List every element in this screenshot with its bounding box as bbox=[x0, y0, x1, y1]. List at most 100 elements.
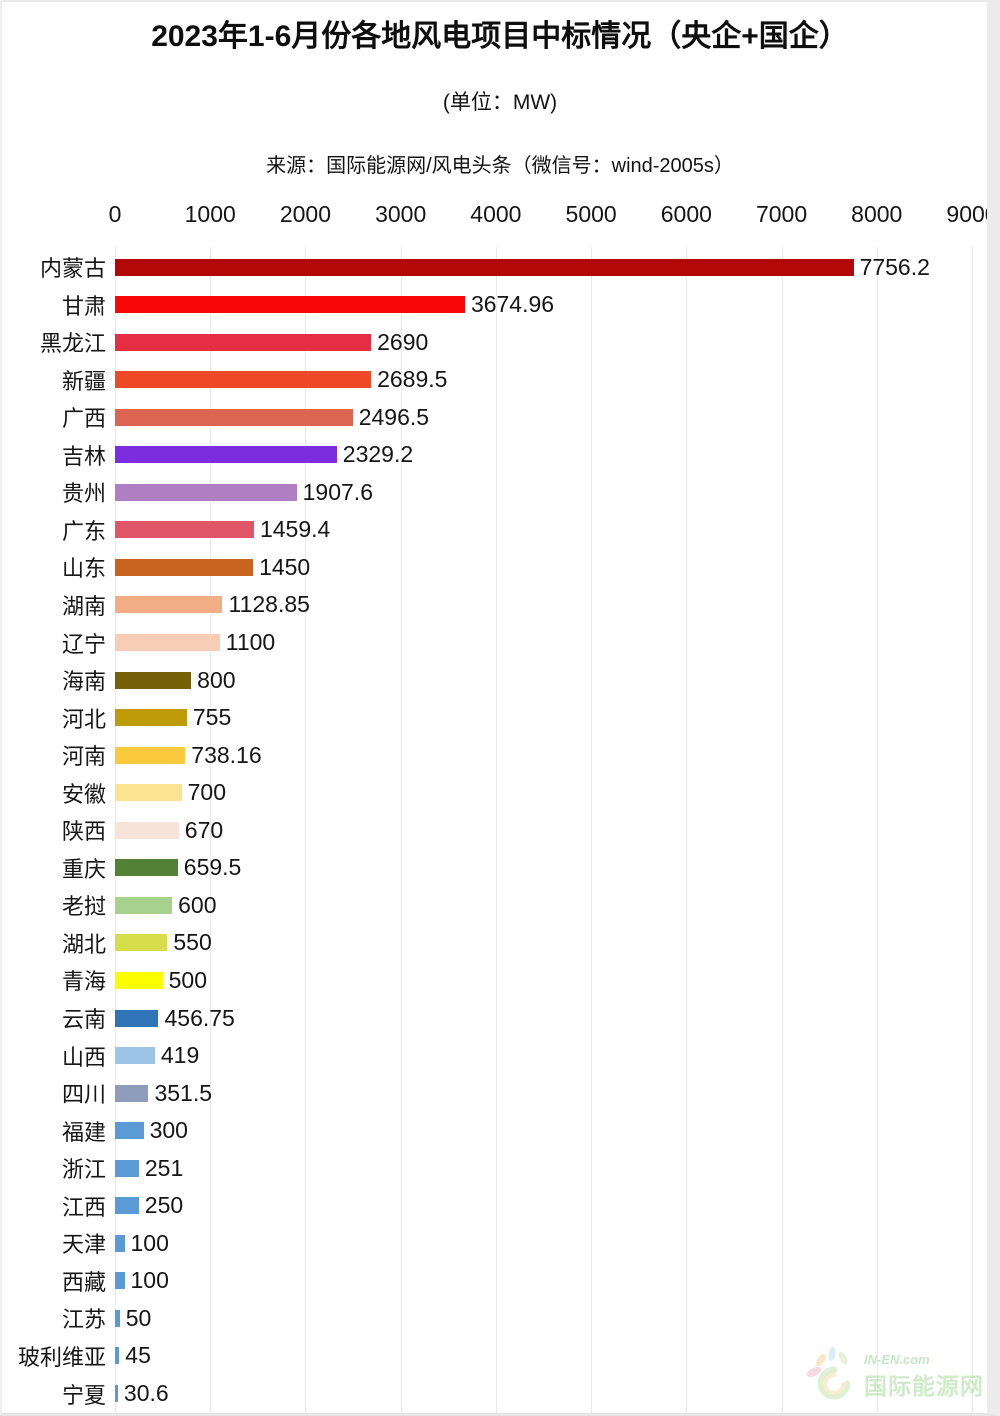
value-label: 659.5 bbox=[183, 854, 242, 881]
bar-track: 456.75 bbox=[115, 999, 972, 1037]
value-label: 2496.5 bbox=[358, 403, 430, 430]
value-label: 300 bbox=[149, 1117, 188, 1144]
bar-track: 800 bbox=[115, 661, 972, 699]
bar bbox=[115, 1197, 139, 1215]
bar-row: 广东 1459.4 bbox=[0, 511, 972, 549]
x-axis-tick: 3000 bbox=[375, 201, 427, 227]
category-label: 老挝 bbox=[61, 894, 106, 920]
gridline bbox=[305, 247, 307, 1413]
bar-track: 45 bbox=[115, 1337, 972, 1375]
gridline bbox=[210, 247, 212, 1413]
bar bbox=[115, 1272, 125, 1290]
bar-track: 659.5 bbox=[115, 849, 972, 887]
bar-track: 300 bbox=[115, 1112, 972, 1150]
bar-row: 福建 300 bbox=[0, 1112, 972, 1150]
value-label: 738.16 bbox=[191, 741, 262, 768]
bar-track: 30.6 bbox=[115, 1375, 972, 1413]
bar-row: 湖南 1128.85 bbox=[0, 586, 972, 624]
value-label: 1459.4 bbox=[259, 516, 331, 543]
bar-track: 1100 bbox=[115, 624, 972, 662]
category-label: 山西 bbox=[61, 1044, 106, 1070]
watermark-site: IN-EN.com bbox=[864, 1352, 930, 1367]
bar bbox=[115, 1084, 149, 1102]
x-axis-tick: 2000 bbox=[279, 201, 332, 227]
value-label: 800 bbox=[197, 666, 236, 693]
bar-row: 内蒙古 7756.2 bbox=[0, 248, 972, 286]
category-label: 玻利维亚 bbox=[17, 1344, 106, 1370]
page-title: 2023年1-6月份各地风电项目中标情况（央企+国企） bbox=[151, 20, 849, 53]
bar bbox=[115, 1234, 125, 1252]
bar bbox=[115, 258, 854, 276]
bar-track: 50 bbox=[115, 1299, 972, 1337]
value-label: 100 bbox=[130, 1267, 169, 1294]
x-axis-tick: 0 bbox=[108, 201, 122, 227]
bar-row: 广西 2496.5 bbox=[0, 398, 972, 436]
gridline bbox=[591, 247, 593, 1413]
category-label: 山东 bbox=[61, 556, 106, 582]
value-label: 700 bbox=[187, 779, 227, 806]
category-label: 海南 bbox=[61, 669, 106, 695]
bar-row: 贵州 1907.6 bbox=[0, 473, 972, 511]
category-label: 吉林 bbox=[61, 443, 106, 469]
bar bbox=[115, 896, 173, 914]
category-label: 陕西 bbox=[61, 819, 106, 845]
bar bbox=[115, 1309, 120, 1327]
bar-row: 云南 456.75 bbox=[0, 999, 972, 1037]
x-axis-tick: 1000 bbox=[184, 201, 236, 227]
category-label: 河北 bbox=[61, 706, 106, 732]
value-label: 351.5 bbox=[154, 1079, 213, 1106]
bar bbox=[115, 709, 187, 727]
category-label: 西藏 bbox=[61, 1269, 106, 1295]
category-label: 湖北 bbox=[61, 931, 106, 957]
bar-track: 100 bbox=[115, 1262, 972, 1300]
bar-row: 西藏 100 bbox=[0, 1262, 972, 1300]
value-label: 45 bbox=[125, 1342, 151, 1369]
bar-track: 1459.4 bbox=[115, 511, 972, 549]
value-label: 1128.85 bbox=[228, 591, 310, 618]
gridline bbox=[400, 247, 402, 1413]
bar bbox=[115, 483, 297, 501]
bar-track: 250 bbox=[115, 1187, 972, 1225]
category-label: 江苏 bbox=[61, 1307, 106, 1333]
x-axis-tick: 8000 bbox=[851, 201, 903, 227]
value-label: 500 bbox=[168, 966, 207, 993]
bar bbox=[115, 558, 254, 576]
bar-track: 738.16 bbox=[115, 736, 972, 774]
category-label: 新疆 bbox=[61, 368, 106, 394]
bar-track: 600 bbox=[115, 886, 972, 924]
bar-row: 老挝 600 bbox=[0, 886, 972, 924]
bar bbox=[115, 746, 186, 764]
category-label: 云南 bbox=[61, 1007, 106, 1032]
bar-row: 湖北 550 bbox=[0, 924, 972, 962]
bar bbox=[115, 671, 192, 689]
bar bbox=[115, 821, 179, 839]
x-axis-tick: 9000 bbox=[946, 201, 998, 227]
bar-row: 玻利维亚 45 bbox=[0, 1337, 972, 1375]
bar-track: 3674.96 bbox=[115, 286, 972, 324]
gridline bbox=[495, 247, 497, 1413]
bar-track: 251 bbox=[115, 1149, 972, 1187]
category-label: 宁夏 bbox=[61, 1382, 106, 1408]
bar bbox=[115, 1385, 118, 1402]
category-label: 江西 bbox=[61, 1194, 106, 1220]
bar-row: 黑龙江 2690 bbox=[0, 323, 972, 361]
value-label: 2689.5 bbox=[377, 366, 448, 393]
bar-track: 700 bbox=[115, 774, 972, 812]
category-label: 安徽 bbox=[61, 781, 106, 807]
gridline bbox=[686, 247, 688, 1413]
bar bbox=[115, 971, 163, 989]
value-label: 30.6 bbox=[123, 1380, 169, 1406]
bar-row: 新疆 2689.5 bbox=[0, 361, 972, 399]
x-axis-tick: 5000 bbox=[565, 201, 617, 227]
category-label: 青海 bbox=[61, 969, 106, 995]
value-label: 3674.96 bbox=[470, 291, 555, 318]
bar-track: 1128.85 bbox=[115, 586, 972, 624]
value-label: 250 bbox=[144, 1192, 184, 1219]
value-label: 2690 bbox=[377, 328, 429, 355]
bar-row: 江西 250 bbox=[0, 1187, 972, 1225]
bar bbox=[115, 1009, 159, 1027]
bar-row: 浙江 251 bbox=[0, 1149, 972, 1187]
bar bbox=[115, 333, 372, 351]
chart-unit-subtitle: (单位：MW) bbox=[442, 91, 558, 114]
value-label: 7756.2 bbox=[859, 253, 930, 280]
